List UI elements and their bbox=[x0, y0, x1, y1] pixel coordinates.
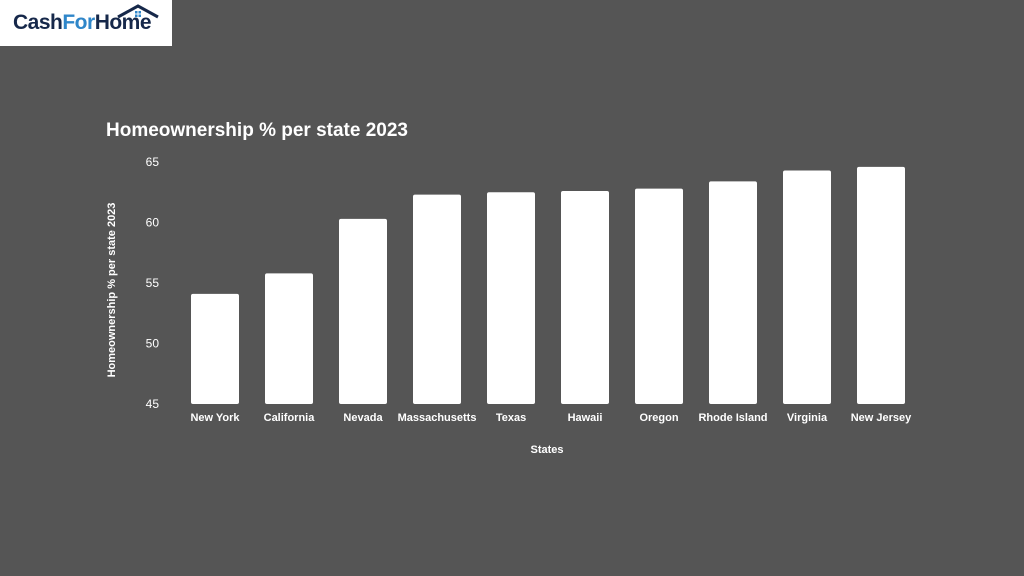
bar bbox=[487, 192, 535, 404]
y-tick-label: 60 bbox=[146, 216, 160, 230]
x-tick-label: Rhode Island bbox=[698, 412, 767, 424]
x-tick-label: New Jersey bbox=[851, 412, 912, 424]
x-tick-label: Virginia bbox=[787, 412, 828, 424]
logo: CashForHome bbox=[0, 0, 172, 46]
logo-text: CashForHome bbox=[13, 11, 152, 35]
logo-text-cash: Cash bbox=[13, 11, 63, 34]
x-tick-label: Massachusetts bbox=[398, 412, 477, 424]
x-axis-label: States bbox=[530, 444, 564, 456]
y-tick-label: 45 bbox=[146, 397, 160, 411]
x-tick-label: California bbox=[264, 412, 316, 424]
bar bbox=[191, 293, 239, 404]
y-tick-label: 50 bbox=[146, 337, 160, 351]
x-tick-label: Hawaii bbox=[568, 412, 603, 424]
x-tick-label: Texas bbox=[496, 412, 526, 424]
x-tick-label: Nevada bbox=[343, 412, 383, 424]
chart-title: Homeownership % per state 2023 bbox=[106, 120, 408, 141]
bar bbox=[635, 188, 683, 404]
y-tick-label: 65 bbox=[146, 155, 160, 169]
bar bbox=[857, 166, 905, 404]
bar bbox=[265, 273, 313, 404]
y-tick-label: 55 bbox=[146, 276, 160, 290]
logo-text-for: For bbox=[62, 11, 95, 34]
bar bbox=[783, 170, 831, 404]
bar bbox=[709, 181, 757, 404]
bar bbox=[561, 191, 609, 404]
x-tick-label: Oregon bbox=[639, 412, 678, 424]
x-tick-label: New York bbox=[190, 412, 240, 424]
bar bbox=[339, 218, 387, 404]
house-roof-icon bbox=[117, 4, 159, 19]
bar bbox=[413, 194, 461, 404]
